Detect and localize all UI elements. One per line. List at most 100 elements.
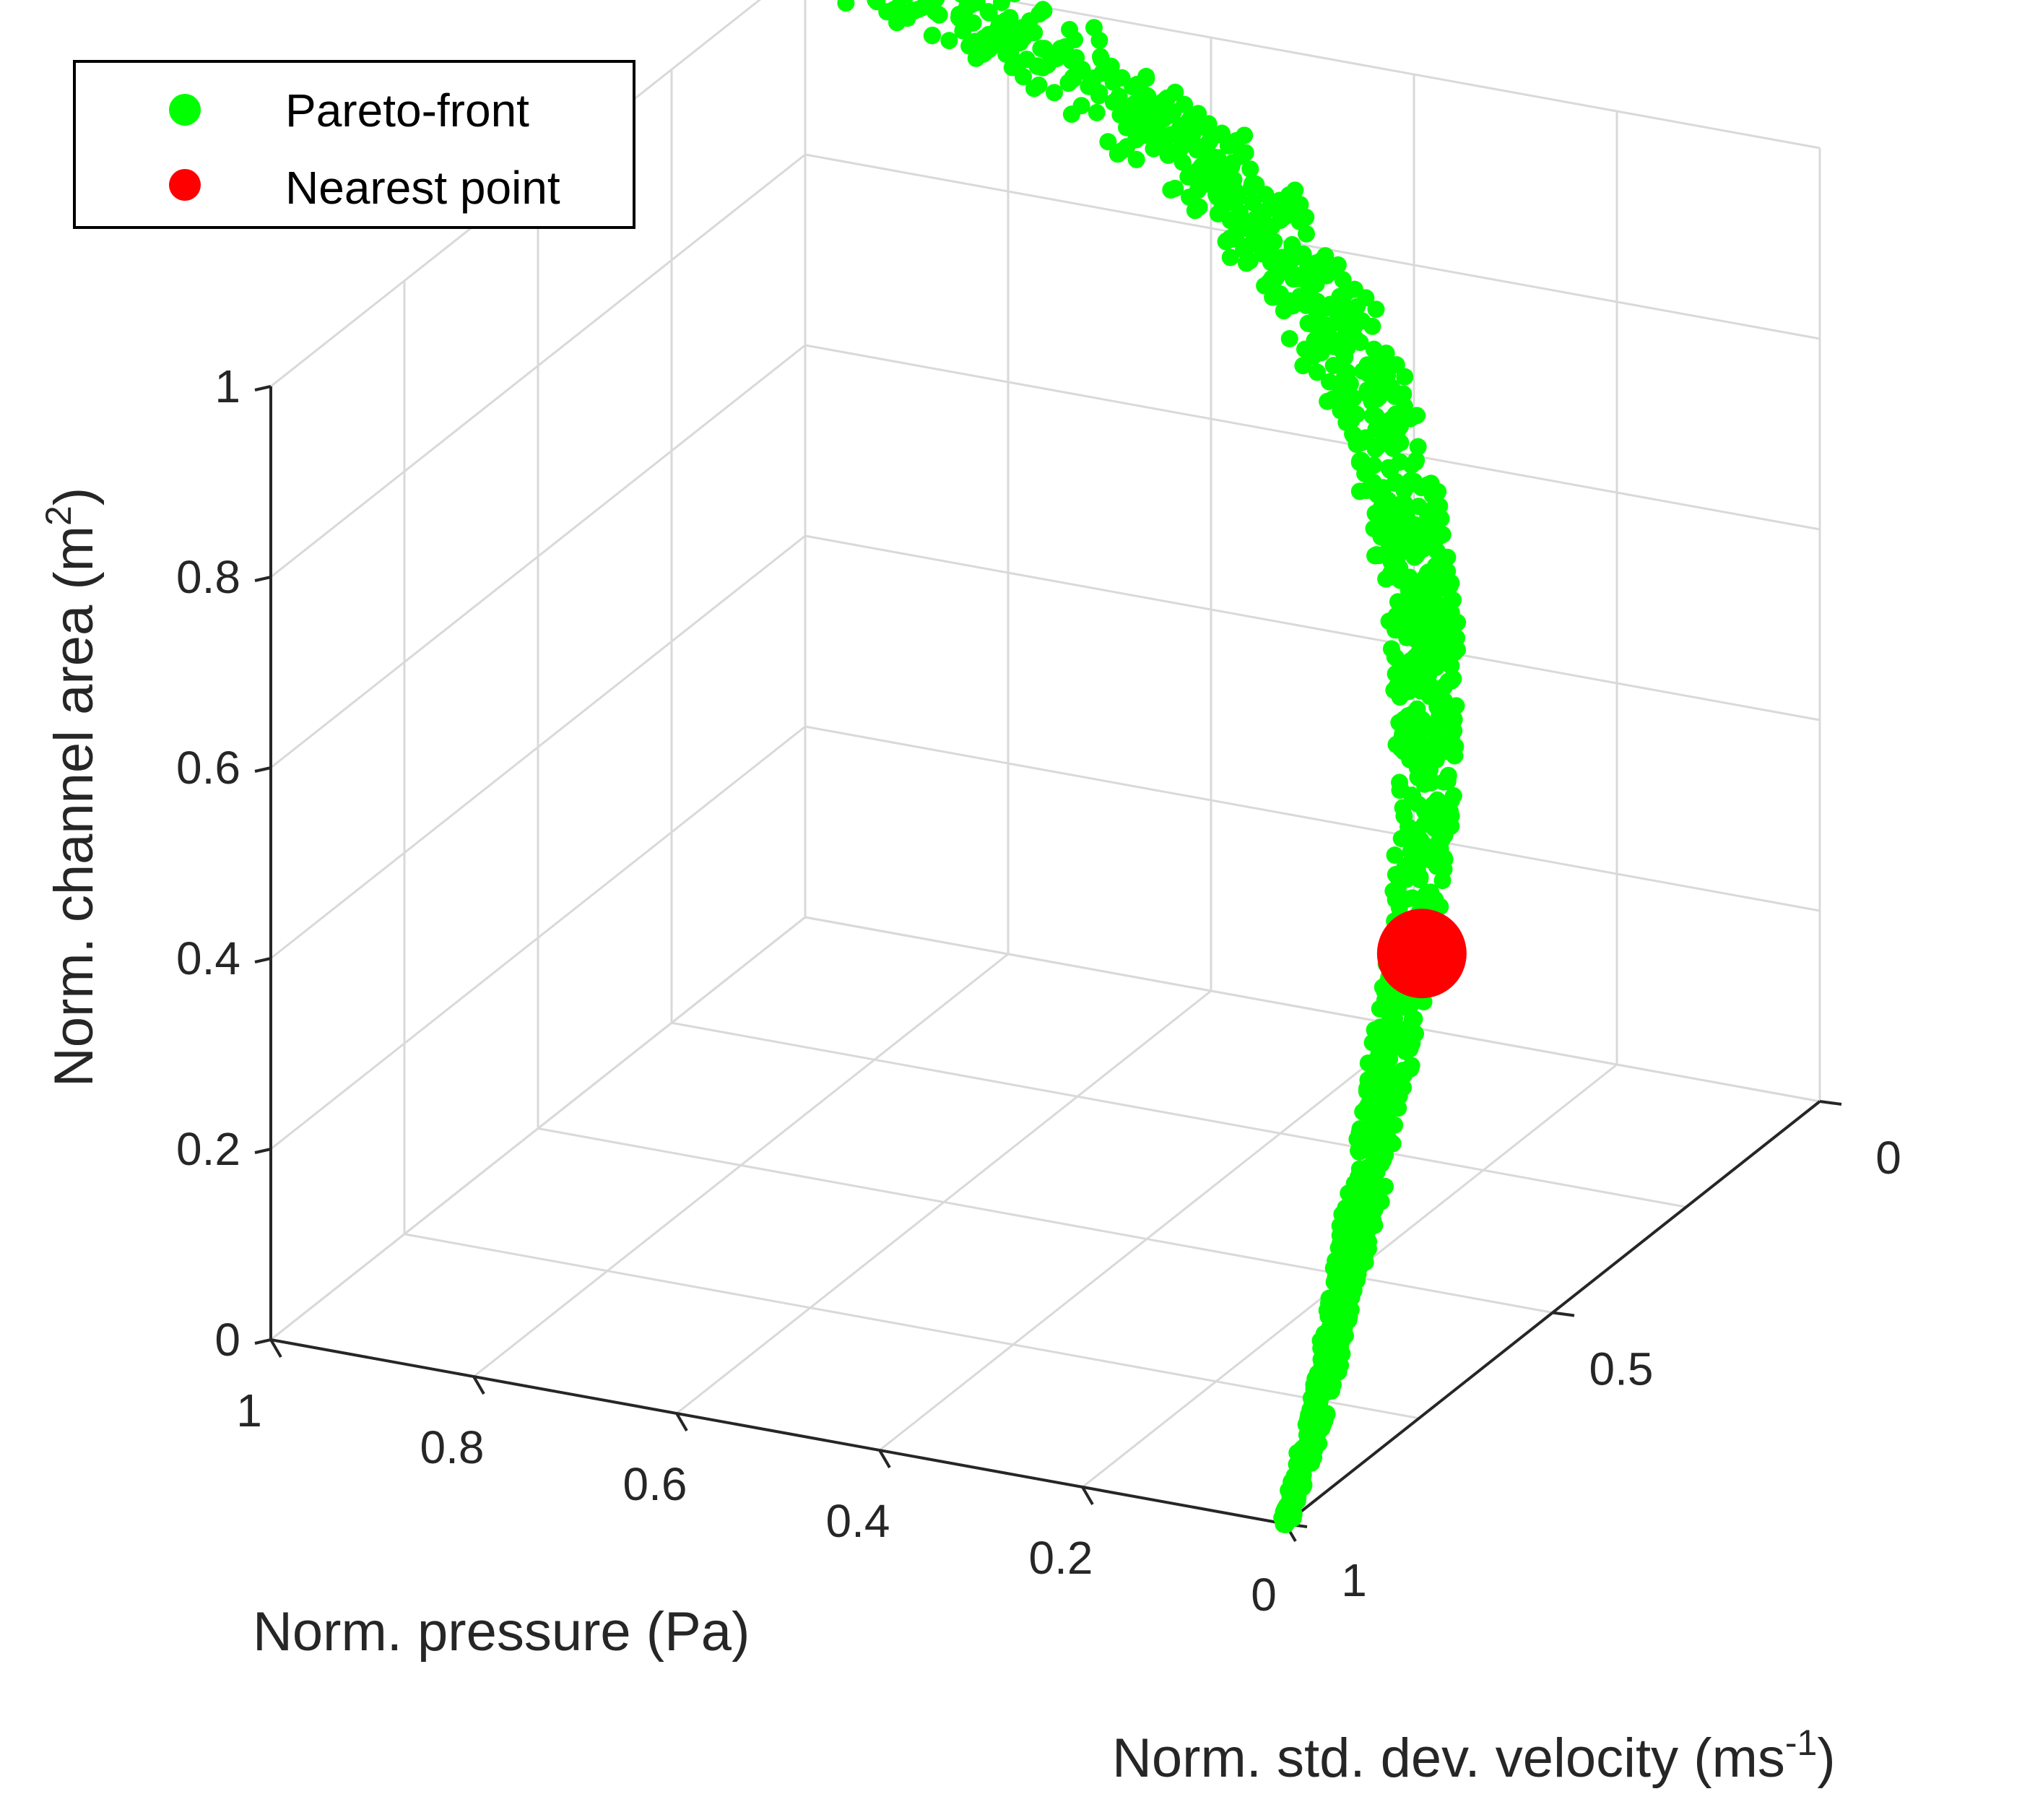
pareto-front-point [1035, 1, 1053, 20]
pareto-front-point [930, 6, 948, 24]
y-axis-title-suffix: ) [1817, 1728, 1835, 1789]
pareto-front-point [1265, 233, 1283, 251]
pareto-front-point [1090, 87, 1108, 105]
pareto-front-point [1199, 115, 1218, 133]
pareto-front-point [1380, 612, 1398, 630]
pareto-front-point [1386, 1116, 1404, 1134]
pareto-front-point [1416, 719, 1436, 738]
pareto-front-point [1435, 773, 1453, 791]
pareto-front-point [1278, 259, 1296, 277]
pareto-front-point [1350, 1124, 1368, 1142]
pareto-front-point [1384, 1135, 1402, 1153]
pareto-front-point [1336, 368, 1354, 386]
pareto-front-point [1339, 1202, 1357, 1220]
y-tick-mark [1819, 1100, 1842, 1106]
pareto-front-point [1397, 721, 1415, 739]
pareto-front-point [1367, 407, 1385, 425]
pareto-front-point [1420, 563, 1438, 581]
pareto-front-point [1390, 898, 1408, 916]
pareto-front-point [1397, 611, 1415, 629]
pareto-front-point [1377, 344, 1395, 363]
pareto-front-point [996, 29, 1014, 47]
z-tick-mark [254, 957, 272, 963]
pareto-front-point [1395, 807, 1413, 825]
pareto-front-point [1342, 1265, 1361, 1283]
pareto-front-point [1307, 254, 1325, 272]
pareto-front-point [1236, 144, 1254, 162]
pareto-front-point [1408, 545, 1426, 563]
x-tick-label: 0.2 [1029, 1532, 1093, 1584]
pareto-front-point [1408, 758, 1426, 776]
pareto-front-point [1225, 182, 1245, 202]
pareto-front-point [1309, 363, 1327, 381]
pareto-front-point [1137, 87, 1155, 105]
pareto-front-point [1341, 1301, 1359, 1320]
z-axis-title-suffix: ) [43, 488, 105, 506]
legend-box [73, 60, 635, 229]
pareto-front-point [1345, 280, 1363, 298]
gridline-floor-y [537, 1127, 1553, 1314]
gridline-back-z [804, 153, 1821, 340]
z-tick-label: 0.6 [176, 742, 240, 794]
x-tick-mark [269, 1338, 282, 1358]
pareto-front-point [1361, 386, 1380, 405]
pareto-front-point [1403, 1010, 1421, 1028]
pareto-front-point [1435, 677, 1453, 696]
pareto-front-point [1392, 740, 1410, 758]
pareto-front-point [1372, 1192, 1390, 1210]
pareto-front-point [1270, 191, 1288, 209]
pareto-front-point [1162, 181, 1180, 199]
gridline-side-z [270, 344, 806, 769]
x-tick-label: 0.4 [826, 1495, 890, 1547]
pareto-front-point [1264, 288, 1282, 306]
pareto-front-point [1348, 405, 1366, 423]
pareto-front-point [1413, 605, 1433, 625]
pareto-front-point [1276, 1514, 1295, 1533]
legend: Pareto-front Nearest point [73, 60, 635, 229]
pareto-front-point [1090, 31, 1108, 49]
pareto-front-point [1280, 329, 1298, 347]
pareto-front-point [1254, 245, 1272, 263]
pareto-front-point [1366, 1159, 1384, 1177]
pareto-front-point [1372, 1108, 1390, 1126]
pareto-front-point [1404, 787, 1422, 805]
pareto-front-point [1345, 1232, 1363, 1250]
pareto-front-point [1218, 160, 1236, 178]
pareto-front-point [1008, 0, 1021, 3]
pareto-front-point [1426, 532, 1444, 550]
pareto-front-point [1416, 803, 1434, 821]
pareto-front-point [963, 0, 981, 14]
pareto-front-point [1121, 118, 1139, 136]
pareto-front-point [1427, 750, 1445, 768]
pareto-front-point [1200, 134, 1218, 152]
pareto-front-point [1219, 136, 1237, 155]
pareto-front-point [1150, 113, 1168, 131]
pareto-front-point [1441, 803, 1459, 821]
pareto-front-point [919, 0, 937, 12]
gridline-floor-y [804, 916, 1821, 1103]
pareto-front-point [1309, 1400, 1329, 1420]
pareto-front-point [1190, 165, 1208, 183]
pareto-front-point [1297, 208, 1315, 226]
pareto-front-point [1418, 654, 1436, 672]
pareto-front-point [1353, 451, 1371, 469]
z-tick-label: 1 [214, 360, 240, 412]
pareto-front-point [1332, 1328, 1350, 1346]
pareto-front-point [1390, 1088, 1408, 1106]
x-tick-label: 0 [1251, 1569, 1277, 1621]
pareto-front-point [940, 32, 958, 50]
pareto-front-point [1409, 438, 1427, 456]
pareto-front-point [1334, 384, 1352, 402]
pareto-front-point [1391, 774, 1409, 792]
x-tick-mark [878, 1449, 891, 1469]
pareto-front-point [1338, 299, 1356, 317]
x-tick-label: 0.6 [623, 1458, 687, 1510]
pareto-front-point [1241, 160, 1259, 178]
pareto-front-point [1008, 53, 1026, 72]
legend-label-pareto-front: Pareto-front [285, 84, 529, 136]
y-tick-label: 1 [1341, 1554, 1367, 1606]
pareto-front-point [964, 14, 982, 32]
pareto-front-point [1357, 429, 1375, 447]
